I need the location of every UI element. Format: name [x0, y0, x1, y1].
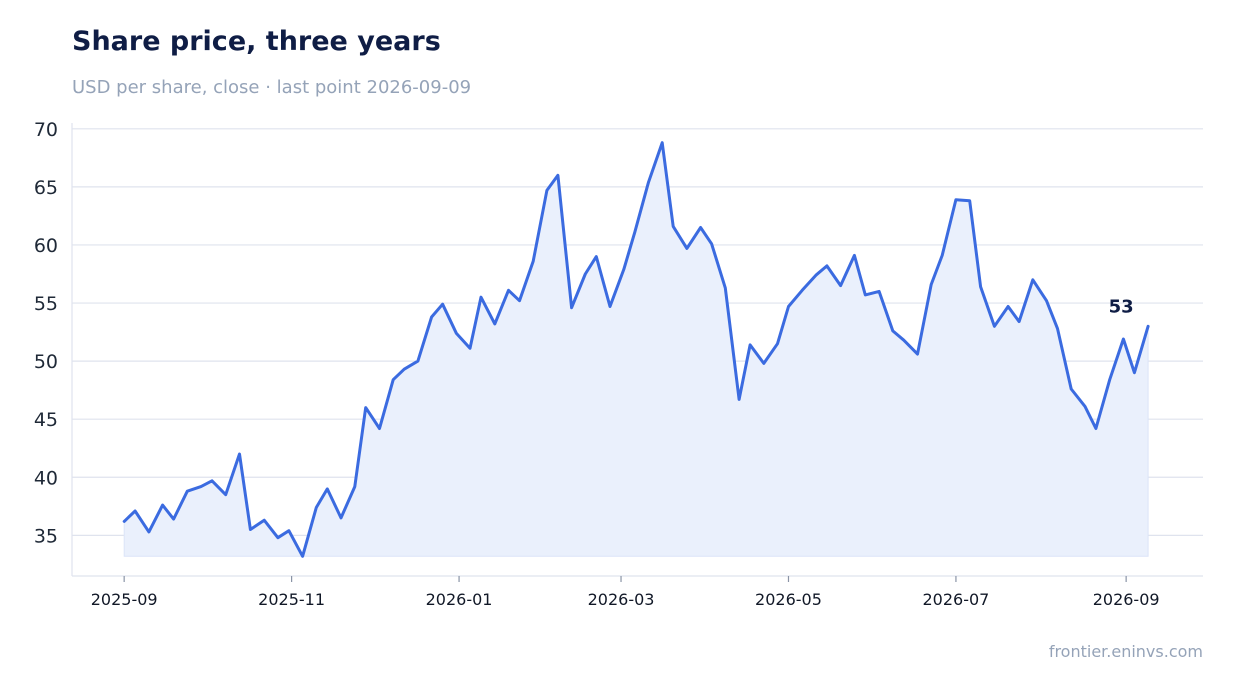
x-tick-label: 2025-09	[91, 590, 158, 609]
price-area-fill	[123, 142, 1149, 558]
y-tick-label: 70	[34, 119, 58, 141]
x-tick-label: 2026-09	[1093, 590, 1160, 609]
y-tick-label: 65	[34, 177, 58, 199]
axes: 35 40 45 50 55 60 65 70 2025-09 2025-11 2026-01 202…	[34, 119, 1203, 609]
x-tick-label: 2026-01	[426, 590, 493, 609]
x-tick-label: 2026-07	[923, 590, 990, 609]
y-tick-label: 55	[34, 293, 58, 315]
price-area	[123, 142, 1149, 558]
y-tick-label: 50	[34, 351, 58, 373]
y-tick-label: 40	[34, 467, 58, 489]
chart-title: Share price, three years	[72, 26, 441, 57]
x-tick-label: 2026-05	[755, 590, 822, 609]
y-tick-label: 35	[34, 525, 58, 547]
x-tick-label: 2026-03	[588, 590, 655, 609]
chart-subtitle: USD per share, close · last point 2026-0…	[72, 77, 472, 98]
price-line	[122, 141, 1150, 558]
price-line-group	[122, 141, 1150, 558]
y-tick-label: 60	[34, 235, 58, 257]
y-tick-label: 45	[34, 409, 58, 431]
source-credit: frontier.eninvs.com	[1048, 642, 1203, 661]
x-tick-label: 2025-11	[258, 590, 325, 609]
last-value-label: 53	[1109, 296, 1134, 317]
data-labels: 53	[1109, 296, 1134, 317]
